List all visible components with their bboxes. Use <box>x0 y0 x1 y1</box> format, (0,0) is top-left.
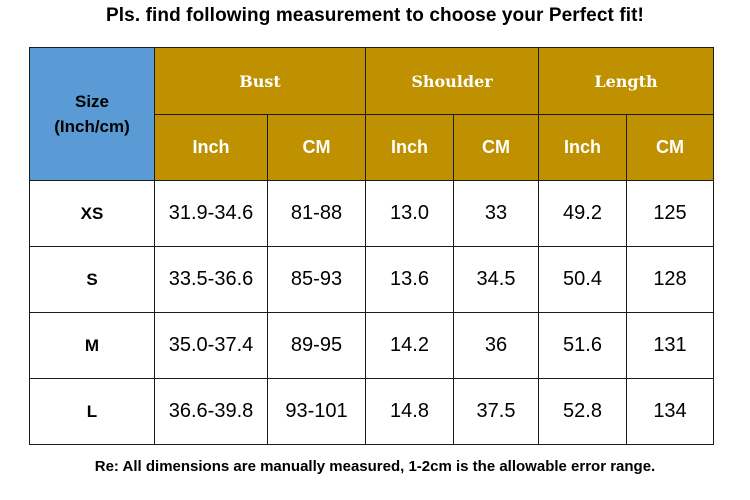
bust-inch-value: 31.9-34.6 <box>154 180 268 247</box>
unit-header: Inch <box>365 114 454 181</box>
bust-cm-value: 93-101 <box>267 378 366 445</box>
size-header-label: Size <box>74 92 110 111</box>
shoulder-cm-value: 36 <box>453 312 539 379</box>
size-header-cell: Size (Inch/cm) <box>29 47 155 181</box>
shoulder-header: Shoulder <box>365 47 539 115</box>
unit-header: Inch <box>538 114 627 181</box>
shoulder-inch-value: 14.8 <box>365 378 454 445</box>
table-row: L 36.6-39.8 93-101 14.8 37.5 52.8 134 <box>29 378 714 445</box>
length-inch-value: 50.4 <box>538 246 627 313</box>
size-label: M <box>29 312 155 379</box>
bust-cm-value: 85-93 <box>267 246 366 313</box>
length-inch-value: 52.8 <box>538 378 627 445</box>
bust-cm-value: 81-88 <box>267 180 366 247</box>
shoulder-cm-value: 37.5 <box>453 378 539 445</box>
unit-header: Inch <box>154 114 268 181</box>
unit-header: CM <box>626 114 714 181</box>
shoulder-inch-value: 13.0 <box>365 180 454 247</box>
bust-cm-value: 89-95 <box>267 312 366 379</box>
bust-inch-value: 33.5-36.6 <box>154 246 268 313</box>
size-label: XS <box>29 180 155 247</box>
length-cm-value: 128 <box>626 246 714 313</box>
bust-header: Bust <box>154 47 366 115</box>
shoulder-inch-value: 14.2 <box>365 312 454 379</box>
length-cm-value: 125 <box>626 180 714 247</box>
table-row: S 33.5-36.6 85-93 13.6 34.5 50.4 128 <box>29 246 714 313</box>
shoulder-inch-value: 13.6 <box>365 246 454 313</box>
length-cm-value: 134 <box>626 378 714 445</box>
size-header-unit: (Inch/cm) <box>54 117 130 136</box>
shoulder-cm-value: 33 <box>453 180 539 247</box>
length-cm-value: 131 <box>626 312 714 379</box>
page-title: Pls. find following measurement to choos… <box>106 5 644 26</box>
bust-inch-value: 36.6-39.8 <box>154 378 268 445</box>
bust-inch-value: 35.0-37.4 <box>154 312 268 379</box>
unit-header: CM <box>267 114 366 181</box>
size-label: S <box>29 246 155 313</box>
length-inch-value: 51.6 <box>538 312 627 379</box>
table-row: XS 31.9-34.6 81-88 13.0 33 49.2 125 <box>29 180 714 247</box>
size-label: L <box>29 378 155 445</box>
table-row: M 35.0-37.4 89-95 14.2 36 51.6 131 <box>29 312 714 379</box>
shoulder-cm-value: 34.5 <box>453 246 539 313</box>
length-inch-value: 49.2 <box>538 180 627 247</box>
measurement-note: Re: All dimensions are manually measured… <box>94 458 656 475</box>
size-chart-table: Size (Inch/cm) Bust Shoulder Length Inch… <box>29 47 714 445</box>
length-header: Length <box>538 47 714 115</box>
unit-header: CM <box>453 114 539 181</box>
